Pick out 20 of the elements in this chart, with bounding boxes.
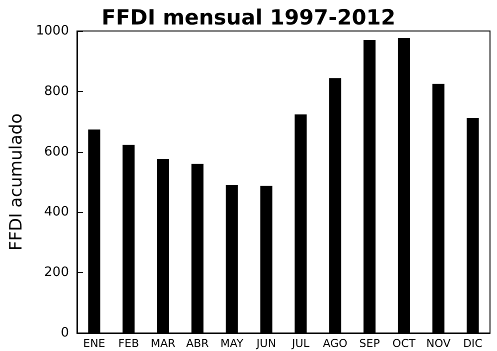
y-tick-label: 0: [60, 326, 69, 340]
x-tick-label: MAR: [150, 337, 176, 350]
x-tick-label: NOV: [426, 337, 451, 350]
y-axis-title: FFDI acumulado: [6, 113, 26, 251]
x-tick-label: ENE: [83, 337, 106, 350]
chart-title: FFDI mensual 1997-2012: [101, 6, 396, 30]
x-tick-label: ABR: [186, 337, 210, 350]
y-tick-label: 600: [44, 144, 69, 160]
x-tick-label: DIC: [463, 337, 483, 350]
x-tick-label: JUN: [256, 337, 276, 350]
x-tick-label: FEB: [118, 337, 140, 350]
x-tick-label: MAY: [220, 337, 244, 350]
x-tick-label: JUL: [290, 337, 310, 350]
x-tick-label: SEP: [359, 337, 380, 350]
x-tick-label: AGO: [322, 337, 348, 350]
x-tick-label: OCT: [392, 337, 416, 350]
y-tick-label: 400: [44, 204, 69, 220]
y-tick-label: 1000: [36, 24, 69, 38]
y-tick-label: 200: [44, 265, 69, 280]
y-tick-label: 800: [44, 84, 69, 99]
